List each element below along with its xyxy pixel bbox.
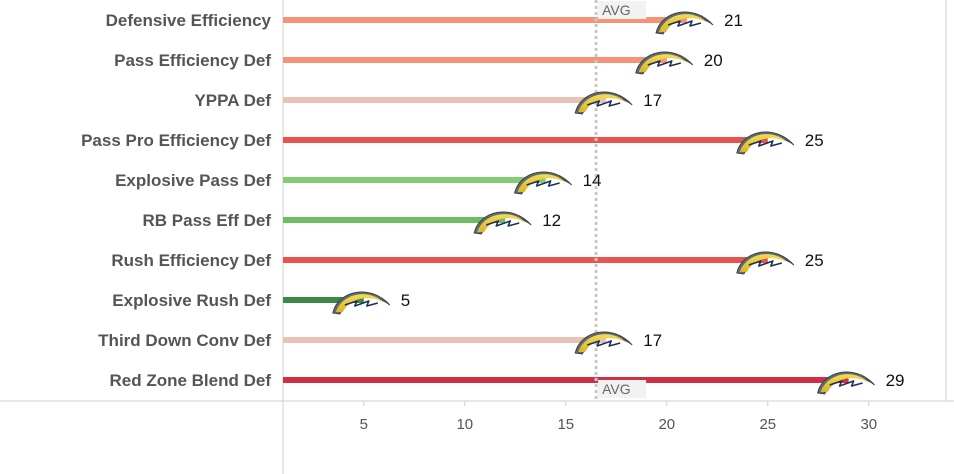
chargers-bolt-helmet-icon: [655, 11, 714, 35]
labels: Defensive Efficiency 21 Pass Efficiency De…: [81, 11, 904, 390]
value-label: 25: [805, 131, 824, 150]
category-label: RB Pass Eff Def: [143, 211, 272, 230]
category-label: Explosive Rush Def: [112, 291, 271, 310]
category-label: YPPA Def: [194, 91, 271, 110]
category-label: Red Zone Blend Def: [109, 371, 271, 390]
avg-label-bottom: AVG: [602, 381, 631, 397]
chargers-bolt-helmet-icon: [473, 211, 532, 235]
markers: [332, 11, 875, 395]
x-tick-label: 30: [860, 416, 877, 433]
chargers-bolt-helmet-icon: [574, 331, 633, 355]
chargers-bolt-helmet-icon: [332, 291, 391, 315]
bars: [283, 17, 849, 383]
value-label: 29: [886, 371, 905, 390]
x-tick-label: 10: [456, 416, 473, 433]
chargers-bolt-helmet-icon: [736, 131, 795, 155]
avg-label-top: AVG: [602, 2, 631, 18]
chargers-bolt-helmet-icon: [513, 171, 572, 195]
value-label: 17: [643, 331, 662, 350]
category-label: Pass Efficiency Def: [114, 51, 271, 70]
x-tick-label: 15: [557, 416, 574, 433]
chargers-bolt-helmet-icon: [816, 371, 875, 395]
chargers-bolt-helmet-icon: [635, 51, 694, 75]
value-label: 25: [805, 251, 824, 270]
x-tick-label: 20: [658, 416, 675, 433]
avg-label-background: [598, 380, 647, 398]
category-label: Explosive Pass Def: [115, 171, 271, 190]
x-tick-label: 5: [360, 416, 368, 433]
value-label: 12: [542, 211, 561, 230]
value-label: 20: [704, 51, 723, 70]
value-label: 14: [583, 171, 602, 190]
avg-label-background: [598, 1, 647, 19]
category-label: Rush Efficiency Def: [111, 251, 271, 270]
avg-reference: AVG AVG: [594, 0, 647, 401]
category-label: Third Down Conv Def: [98, 331, 271, 350]
chargers-bolt-helmet-icon: [736, 251, 795, 275]
chargers-bolt-helmet-icon: [574, 91, 633, 115]
value-label: 5: [401, 291, 410, 310]
category-label: Defensive Efficiency: [106, 11, 272, 30]
x-axis-ticks: 5 10 15 20 25 30: [360, 401, 877, 433]
category-label: Pass Pro Efficiency Def: [81, 131, 271, 150]
x-tick-label: 25: [759, 416, 776, 433]
value-label: 17: [643, 91, 662, 110]
value-label: 21: [724, 11, 743, 30]
